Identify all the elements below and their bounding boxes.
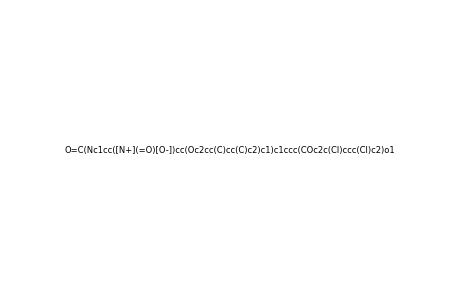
- Text: O=C(Nc1cc([N+](=O)[O-])cc(Oc2cc(C)cc(C)c2)c1)c1ccc(COc2c(Cl)ccc(Cl)c2)o1: O=C(Nc1cc([N+](=O)[O-])cc(Oc2cc(C)cc(C)c…: [65, 146, 394, 154]
